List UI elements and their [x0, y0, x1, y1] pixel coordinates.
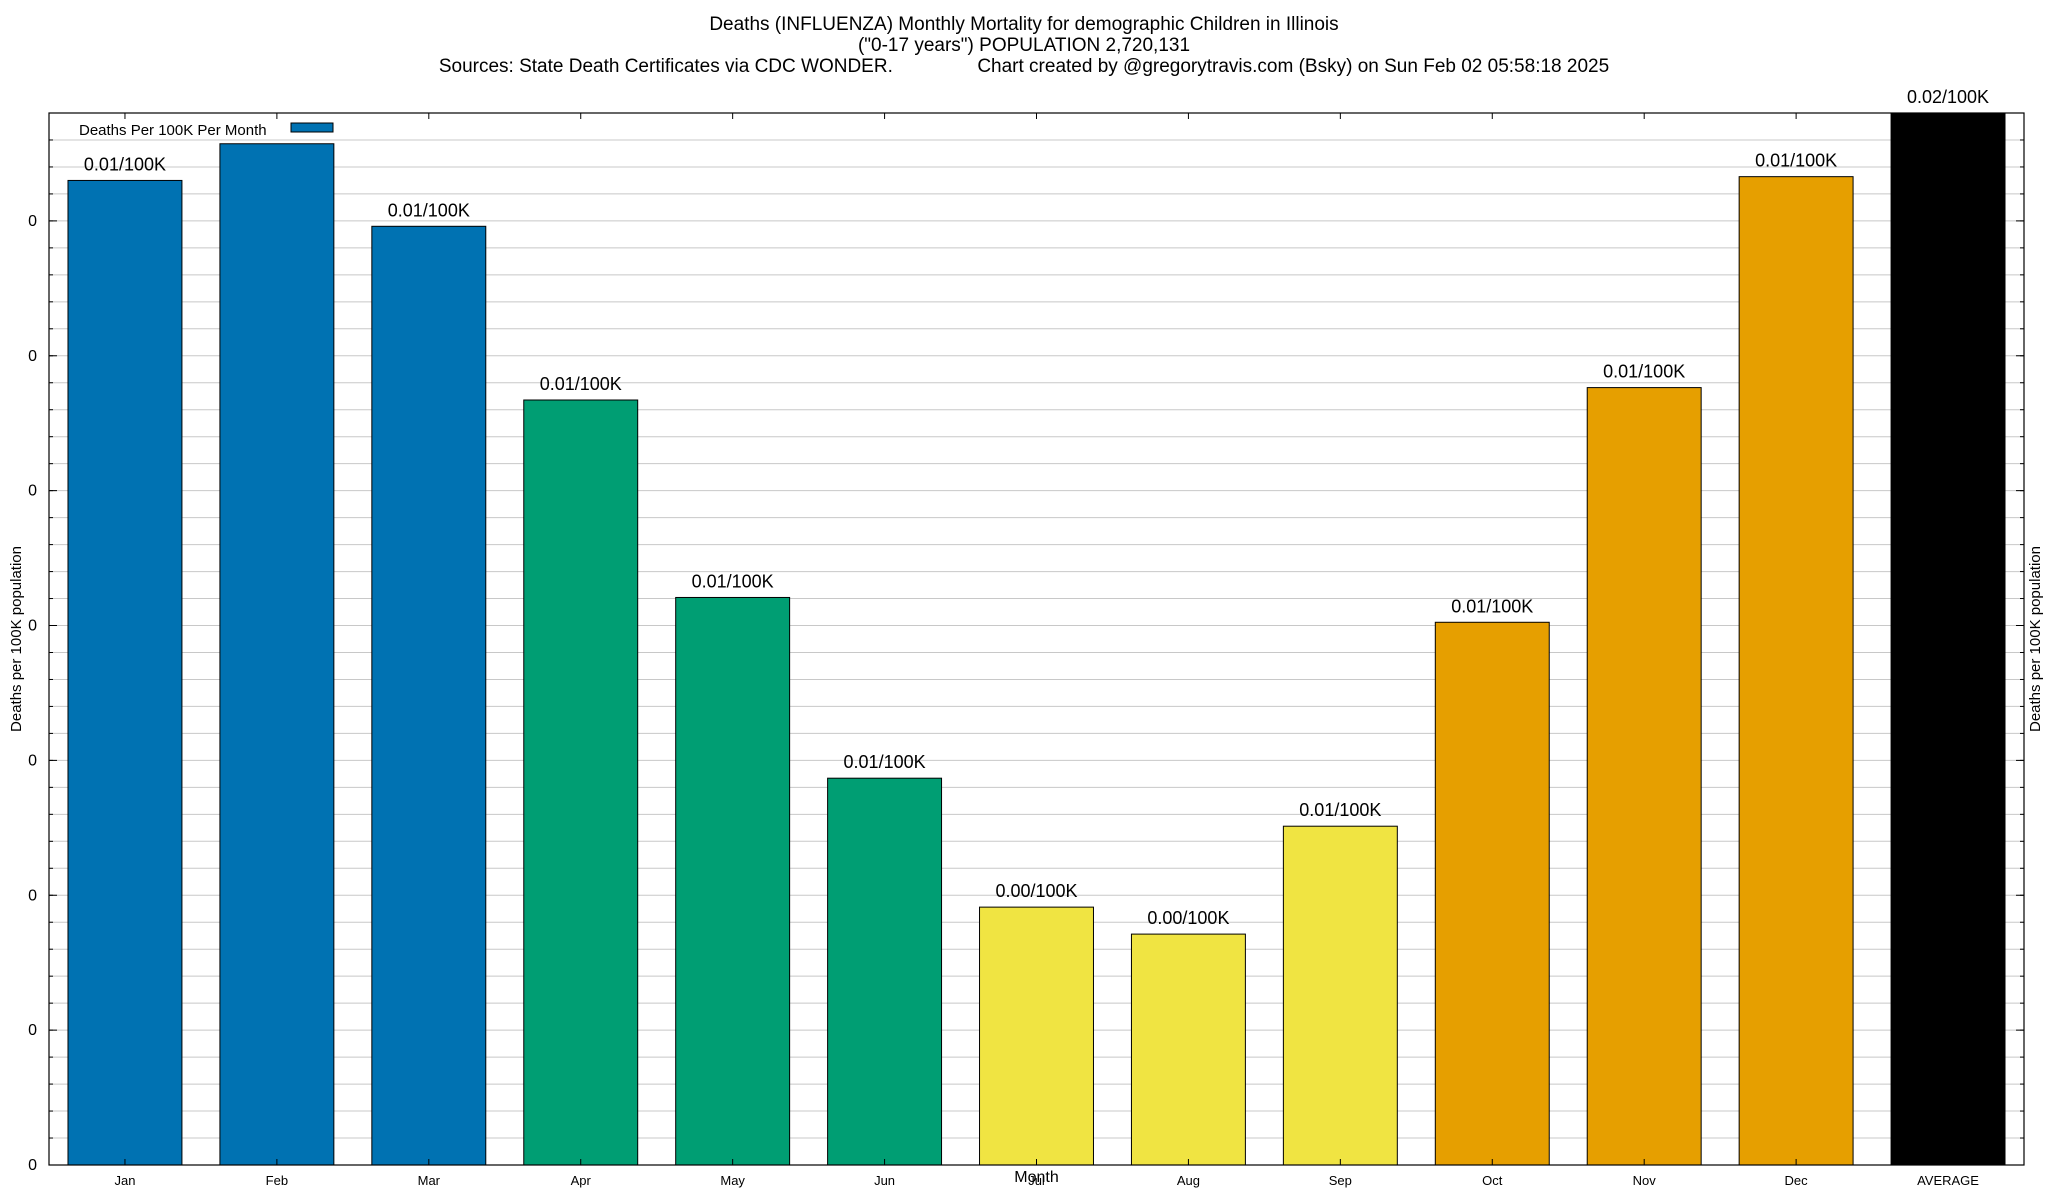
x-tick-label: Oct	[1482, 1173, 1503, 1188]
bar	[1738, 176, 1854, 1166]
data-label: 0.01/100K	[1299, 800, 1381, 820]
data-label: 0.01/100K	[84, 154, 166, 174]
y-tick-label: 0	[28, 887, 37, 904]
x-tick-label: Sep	[1329, 1173, 1352, 1188]
y-tick-label: 0	[28, 1157, 37, 1174]
data-label: 0.00/100K	[1147, 908, 1229, 928]
bar	[675, 596, 791, 1166]
bar	[371, 225, 487, 1166]
chart-title: Deaths (INFLUENZA) Monthly Mortality for…	[709, 14, 1339, 35]
x-tick-label: Mar	[418, 1173, 441, 1188]
x-tick-label: Feb	[266, 1173, 288, 1188]
x-tick-label: Jul	[1028, 1173, 1045, 1188]
y-tick-label: 0	[28, 213, 37, 230]
x-tick-label: Aug	[1177, 1173, 1200, 1188]
y-tick-label: 0	[28, 752, 37, 769]
bar	[1434, 621, 1550, 1166]
legend: Deaths Per 100K Per Month	[79, 122, 334, 139]
chart-header: Deaths (INFLUENZA) Monthly Mortality for…	[0, 14, 2048, 77]
bar	[1130, 933, 1246, 1166]
y-axis-title: Deaths per 100K population	[8, 546, 25, 732]
bar	[523, 399, 639, 1166]
data-label: 0.01/100K	[692, 571, 774, 591]
axis-labels: 0.01/100K Jan Feb 0.01/100K Mar 0.01/100K Apr 0…	[8, 87, 2044, 1188]
x-tick-label: Dec	[1785, 1173, 1809, 1188]
legend-label: Deaths Per 100K Per Month	[79, 122, 267, 139]
data-label: 0.01/100K	[540, 374, 622, 394]
x-tick-label: May	[720, 1173, 745, 1188]
y-tick-label: 0	[28, 1022, 37, 1039]
legend-swatch	[290, 122, 334, 133]
data-label: 0.02/100K	[1907, 87, 1989, 107]
bar	[1586, 387, 1702, 1166]
data-label: 0.01/100K	[1603, 362, 1685, 382]
x-tick-label: Nov	[1633, 1173, 1657, 1188]
x-tick-label: Apr	[571, 1173, 592, 1188]
chart-subtitle: ("0-17 years") POPULATION 2,720,131	[857, 35, 1191, 56]
x-tick-label: AVERAGE	[1917, 1173, 1979, 1188]
x-tick-label: Jun	[874, 1173, 895, 1188]
bars	[67, 112, 2006, 1166]
bar	[1282, 825, 1398, 1166]
bar	[219, 143, 335, 1166]
data-label: 0.00/100K	[995, 881, 1077, 901]
bar	[979, 906, 1094, 1166]
x-axis-title: Month	[1014, 1169, 1058, 1186]
data-label: 0.01/100K	[388, 200, 470, 220]
data-label: 0.01/100K	[1755, 151, 1837, 171]
y2-axis-title: Deaths per 100K population	[2027, 546, 2044, 732]
bar	[1890, 112, 2006, 1166]
data-label: 0.01/100K	[1451, 596, 1533, 616]
bar	[67, 179, 183, 1166]
y-tick-label: 0	[28, 618, 37, 635]
chart-sources: Sources: State Death Certificates via CD…	[438, 56, 1610, 77]
y-tick-label: 0	[28, 483, 37, 500]
axis-ticks	[49, 113, 2024, 1166]
y-tick-label: 0	[28, 348, 37, 365]
bar	[827, 777, 943, 1166]
data-label: 0.01/100K	[844, 752, 926, 772]
x-tick-label: Jan	[114, 1173, 135, 1188]
